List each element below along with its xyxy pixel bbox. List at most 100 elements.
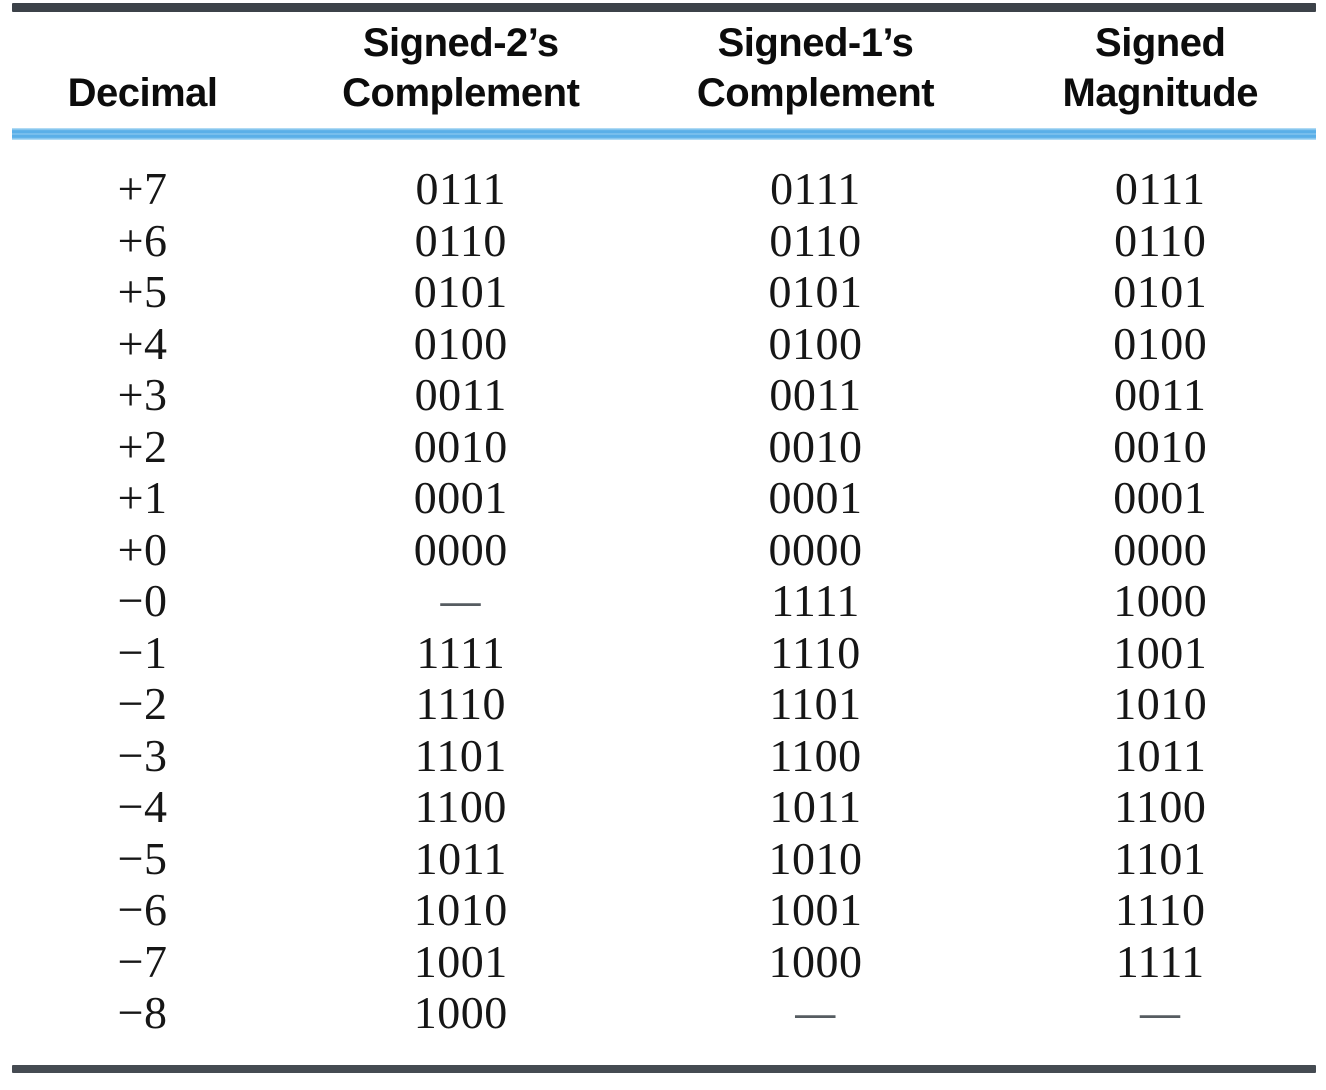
- signed-magnitude-cell: 1111: [1115, 935, 1205, 987]
- decimal-cell: +7: [117, 163, 168, 214]
- decimal-cell: −1: [117, 626, 168, 678]
- twos-complement-cell: 1010: [413, 884, 508, 935]
- ones-complement-cell: 1010: [768, 832, 863, 884]
- header-twos-complement: Signed-2’s Complement: [285, 2, 636, 128]
- table-row: +1 0001 0001 0001: [0, 471, 1326, 523]
- decimal-cell: +2: [117, 420, 168, 472]
- decimal-cell: +4: [117, 317, 168, 369]
- ones-complement-cell: 0101: [768, 266, 863, 317]
- decimal-cell: +3: [117, 369, 168, 420]
- twos-complement-cell: 0100: [413, 317, 508, 369]
- twos-complement-cell: —: [440, 578, 482, 623]
- decimal-cell: −4: [117, 781, 168, 832]
- header-line: Complement: [696, 71, 935, 115]
- decimal-cell: −0: [117, 575, 168, 626]
- ones-complement-cell: 0110: [769, 214, 862, 266]
- ones-complement-cell: 0100: [768, 317, 863, 369]
- header-line: Signed: [1095, 21, 1226, 65]
- twos-complement-cell: 1101: [414, 729, 507, 781]
- signed-magnitude-cell: 0011: [1114, 369, 1207, 420]
- ones-complement-cell: 0011: [769, 369, 862, 420]
- signed-magnitude-cell: 0010: [1113, 420, 1208, 472]
- table-header-row: Decimal Signed-2’s Complement Signed-1’s…: [0, 12, 1326, 128]
- ones-complement-cell: —: [795, 990, 836, 1035]
- table-row: +5 0101 0101 0101: [0, 265, 1326, 317]
- decimal-cell: −2: [117, 678, 168, 729]
- ones-complement-cell: 1001: [768, 884, 863, 935]
- decimal-cell: +0: [117, 523, 168, 575]
- table-row: −8 1000 — —: [0, 986, 1326, 1038]
- table-body: +7 0111 0111 0111 +6 0110 0110 0110 +5 0101 0101 01…: [0, 162, 1326, 1038]
- top-rule: [12, 3, 1316, 12]
- twos-complement-cell: 1011: [414, 832, 507, 884]
- signed-magnitude-cell: 0110: [1114, 214, 1207, 266]
- twos-complement-cell: 1111: [416, 626, 506, 678]
- table-row: −6 1010 1001 1110: [0, 883, 1326, 935]
- header-signed-magnitude: Signed Magnitude: [994, 2, 1326, 128]
- signed-magnitude-cell: 1010: [1113, 678, 1208, 729]
- twos-complement-cell: 1100: [414, 781, 507, 832]
- ones-complement-cell: 0111: [770, 163, 861, 214]
- signed-magnitude-cell: 1000: [1113, 575, 1208, 626]
- ones-complement-cell: 1101: [769, 678, 862, 729]
- header-line: Magnitude: [1062, 71, 1258, 115]
- twos-complement-cell: 0001: [413, 472, 508, 523]
- ones-complement-cell: 1000: [768, 935, 863, 987]
- twos-complement-cell: 1110: [415, 678, 507, 729]
- signed-magnitude-cell: 0111: [1114, 163, 1206, 214]
- decimal-cell: −8: [117, 987, 168, 1038]
- decimal-cell: −5: [117, 832, 168, 884]
- signed-magnitude-cell: 0101: [1113, 266, 1208, 317]
- twos-complement-cell: 0011: [414, 369, 507, 420]
- twos-complement-cell: 1001: [413, 935, 508, 987]
- twos-complement-cell: 0000: [413, 523, 508, 575]
- table-row: +0 0000 0000 0000: [0, 523, 1326, 575]
- table-row: +3 0011 0011 0011: [0, 368, 1326, 420]
- signed-magnitude-cell: 0100: [1113, 317, 1208, 369]
- signed-magnitude-cell: 1110: [1114, 884, 1206, 935]
- ones-complement-cell: 1111: [771, 575, 860, 626]
- header-line: Signed-1’s: [717, 21, 914, 65]
- table-row: −0 — 1111 1000: [0, 574, 1326, 626]
- table-row: −1 1111 1110 1001: [0, 626, 1326, 678]
- twos-complement-cell: 0101: [413, 266, 508, 317]
- table-row: +4 0100 0100 0100: [0, 317, 1326, 369]
- twos-complement-cell: 0110: [414, 214, 507, 266]
- ones-complement-cell: 1100: [769, 729, 862, 781]
- bottom-rule: [12, 1064, 1316, 1073]
- table-row: +6 0110 0110 0110: [0, 214, 1326, 266]
- decimal-cell: +6: [117, 214, 168, 266]
- signed-magnitude-cell: —: [1139, 990, 1181, 1035]
- table-row: −4 1100 1011 1100: [0, 780, 1326, 832]
- header-decimal: Decimal: [0, 2, 285, 128]
- ones-complement-cell: 1011: [769, 781, 862, 832]
- decimal-cell: −7: [117, 935, 168, 987]
- decimal-cell: −3: [117, 729, 168, 781]
- signed-magnitude-cell: 1011: [1114, 729, 1207, 781]
- header-separator-rule: [12, 128, 1316, 140]
- table-row: −7 1001 1000 1111: [0, 935, 1326, 987]
- ones-complement-cell: 0000: [768, 523, 863, 575]
- header-line: Signed-2’s: [362, 21, 559, 65]
- table-row: +2 0010 0010 0010: [0, 420, 1326, 472]
- table-row: −3 1101 1100 1011: [0, 729, 1326, 781]
- decimal-cell: −6: [117, 884, 168, 935]
- signed-magnitude-cell: 0001: [1113, 472, 1208, 523]
- ones-complement-cell: 1110: [770, 626, 861, 678]
- signed-magnitude-cell: 1101: [1114, 832, 1207, 884]
- table-row: −5 1011 1010 1101: [0, 832, 1326, 884]
- header-ones-complement: Signed-1’s Complement: [636, 2, 994, 128]
- twos-complement-cell: 0010: [413, 420, 508, 472]
- header-line: Decimal: [67, 71, 218, 115]
- ones-complement-cell: 0001: [768, 472, 863, 523]
- table-row: −2 1110 1101 1010: [0, 677, 1326, 729]
- ones-complement-cell: 0010: [768, 420, 863, 472]
- twos-complement-cell: 1000: [413, 987, 508, 1038]
- header-line: Complement: [342, 71, 580, 115]
- signed-magnitude-cell: 1001: [1113, 626, 1208, 678]
- decimal-cell: +1: [117, 472, 168, 523]
- signed-magnitude-cell: 0000: [1113, 523, 1208, 575]
- decimal-cell: +5: [117, 266, 168, 317]
- signed-magnitude-cell: 1100: [1114, 781, 1207, 832]
